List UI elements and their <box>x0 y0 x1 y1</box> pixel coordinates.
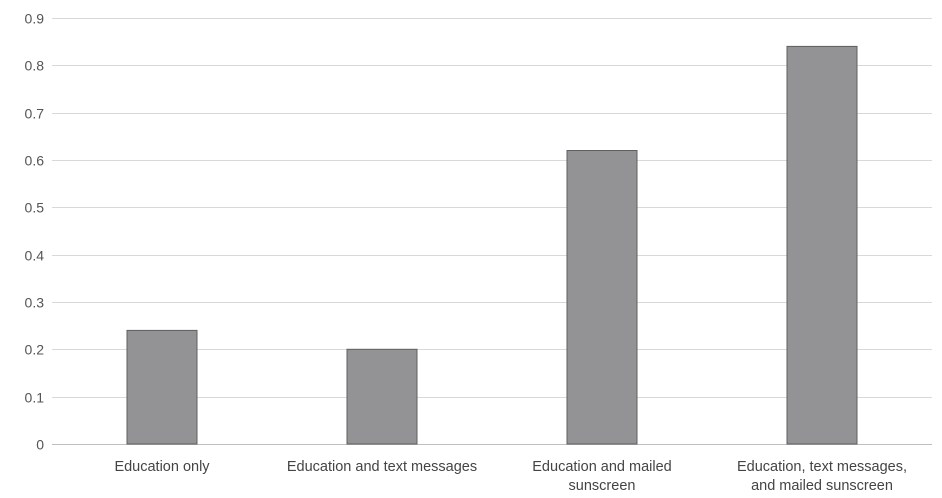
y-tick-label: 0.5 <box>25 200 45 216</box>
x-category-label-line: and mailed sunscreen <box>751 478 893 494</box>
gridlines <box>52 18 932 445</box>
x-category-label-line: Education and text messages <box>287 459 477 475</box>
bar <box>566 150 638 445</box>
x-category-label-line: Education, text messages, <box>737 459 907 475</box>
y-tick-label: 0.3 <box>25 295 45 311</box>
x-axis-category-labels: Education only Education and text message… <box>114 459 907 494</box>
y-tick-label: 0.7 <box>25 106 45 122</box>
y-axis-tick-labels: 0 0.1 0.2 0.3 0.4 0.5 0.6 0.7 0.8 0.9 <box>25 11 45 453</box>
y-tick-label: 0.8 <box>25 58 45 74</box>
x-category-label-line: Education and mailed <box>532 459 671 475</box>
x-category-label: Education and text messages <box>287 459 477 475</box>
x-category-label: Education only <box>114 459 210 475</box>
y-tick-label: 0.6 <box>25 153 45 169</box>
x-category-label: Education and mailed sunscreen <box>532 459 671 494</box>
x-category-label-line: Education only <box>114 459 210 475</box>
y-tick-label: 0 <box>36 437 44 453</box>
bars <box>126 45 858 445</box>
bar <box>786 45 858 445</box>
y-tick-label: 0.2 <box>25 342 45 358</box>
y-tick-label: 0.1 <box>25 390 45 406</box>
y-tick-label: 0.9 <box>25 11 45 27</box>
x-category-label: Education, text messages, and mailed suns… <box>737 459 907 494</box>
y-tick-label: 0.4 <box>25 248 45 264</box>
bar <box>126 329 198 445</box>
bar <box>346 348 418 445</box>
x-category-label-line: sunscreen <box>569 478 636 494</box>
